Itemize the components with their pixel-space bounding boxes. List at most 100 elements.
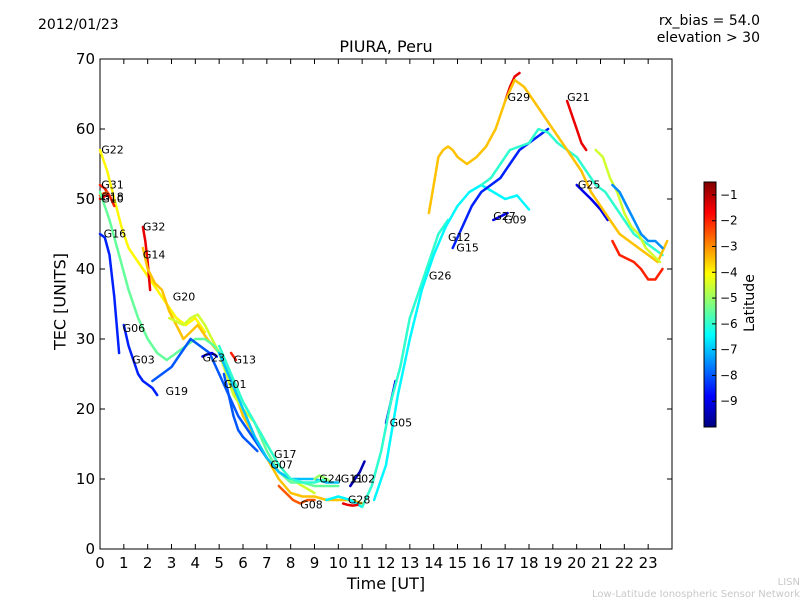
series-line-g27	[492, 211, 509, 222]
x-tick-label: 8	[286, 554, 296, 572]
prn-label-g02: G02	[353, 473, 376, 486]
colorbar-tick-label: −4	[720, 265, 738, 279]
date-label: 2012/01/23	[38, 17, 119, 33]
chart-title: PIURA, Peru	[339, 37, 433, 56]
x-tick-label: 9	[310, 554, 320, 572]
colorbar-tick-label: −8	[720, 368, 738, 382]
prn-label-g16: G16	[104, 228, 127, 241]
prn-label-g17: G17	[274, 448, 297, 461]
series-line-g02	[349, 460, 366, 488]
series-line-g07	[217, 344, 328, 484]
colorbar-tick-label: −1	[720, 188, 738, 202]
prn-label-g21: G21	[567, 91, 590, 104]
prn-label-g08: G08	[300, 498, 323, 511]
prn-label-g13: G13	[233, 354, 256, 367]
series-line-g34	[611, 183, 664, 250]
prn-label-g25: G25	[578, 179, 601, 192]
x-tick-label: 20	[567, 554, 586, 572]
elevation-label: elevation > 30	[656, 30, 760, 46]
x-tick-label: 7	[262, 554, 272, 572]
prn-label-g09: G09	[504, 214, 527, 227]
colorbar-tick-label: −9	[720, 394, 738, 408]
prn-label-g11: G11	[341, 473, 364, 486]
prn-label-g24: G24	[319, 473, 342, 486]
colorbar-tick-label: −2	[720, 214, 738, 228]
prn-label-g23: G23	[202, 351, 225, 364]
colorbar-tick-label: −7	[720, 343, 738, 357]
series-line-g30	[611, 239, 664, 281]
prn-label-g12: G12	[448, 231, 471, 244]
series-line-g24	[313, 474, 331, 482]
prn-label-g28: G28	[348, 494, 371, 507]
prn-label-g05: G05	[390, 417, 413, 430]
y-tick-label: 70	[76, 50, 95, 68]
series-line-g33	[594, 148, 662, 264]
x-tick-label: 10	[329, 554, 348, 572]
x-tick-label: 11	[353, 554, 372, 572]
series-line-g23	[201, 351, 219, 358]
x-tick-label: 1	[119, 554, 129, 572]
x-tick-label: 12	[376, 554, 395, 572]
prn-label-g15: G15	[456, 242, 479, 255]
series-line-g13	[229, 351, 238, 362]
parameters-block: rx_bias = 54.0 elevation > 30	[657, 13, 760, 47]
x-tick-label: 19	[543, 554, 562, 572]
x-tick-label: 5	[214, 554, 224, 572]
prn-label-g19: G19	[166, 385, 189, 398]
x-tick-label: 0	[95, 554, 105, 572]
series-line-g21	[565, 99, 588, 152]
series-line-g09	[480, 127, 664, 257]
x-tick-label: 4	[191, 554, 201, 572]
series-line-g16	[98, 232, 121, 355]
prn-label-g18: G18	[101, 190, 124, 203]
x-tick-label: 16	[472, 554, 491, 572]
series-line-g26	[360, 218, 450, 509]
prn-label-g20: G20	[173, 291, 196, 304]
prn-label-g31: G31	[101, 179, 124, 192]
prn-label-g07: G07	[270, 459, 293, 472]
series-line-g01	[222, 372, 259, 453]
x-tick-label: 13	[400, 554, 419, 572]
x-tick-label: 21	[591, 554, 610, 572]
plot-frame	[99, 58, 673, 550]
x-tick-label: 17	[496, 554, 515, 572]
x-tick-label: 14	[424, 554, 443, 572]
prn-label-g06: G06	[123, 322, 146, 335]
series-line-g15	[451, 127, 550, 250]
series-line-g08	[277, 484, 316, 505]
y-tick-label: 20	[76, 400, 95, 418]
x-tick-label: 3	[167, 554, 177, 572]
series-line-g11	[325, 495, 364, 509]
y-tick-label: 60	[76, 120, 95, 138]
y-tick-label: 50	[76, 190, 95, 208]
x-tick-label: 22	[615, 554, 634, 572]
colorbar-tick-label: −6	[720, 317, 738, 331]
y-tick-label: 40	[76, 260, 95, 278]
series-line-g25	[575, 183, 609, 222]
series-line-g28	[341, 502, 359, 507]
x-tick-label: 18	[519, 554, 538, 572]
y-tick-label: 10	[76, 470, 95, 488]
x-tick-label: 2	[143, 554, 153, 572]
prn-label-g29: G29	[508, 91, 531, 104]
prn-label-g01: G01	[224, 378, 247, 391]
prn-label-g14: G14	[143, 249, 166, 262]
y-tick-label: 30	[76, 330, 95, 348]
x-tick-label: 15	[448, 554, 467, 572]
prn-label-g10: G10	[101, 193, 124, 206]
colorbar	[703, 181, 717, 428]
x-tick-label: 6	[238, 554, 248, 572]
prn-label-g26: G26	[429, 270, 452, 283]
series-line-g03	[122, 323, 159, 397]
series-line-g04	[427, 78, 669, 264]
colorbar-tick-label: −3	[720, 239, 738, 253]
colorbar-tick-label: −5	[720, 291, 738, 305]
x-axis-label: Time [UT]	[346, 574, 426, 593]
prn-label-g32: G32	[143, 221, 166, 234]
credit-long: Low-Latitude Ionospheric Sensor Network	[592, 589, 800, 600]
y-tick-label: 0	[85, 540, 95, 558]
credit-short: LISN	[777, 577, 800, 588]
prn-label-g27: G27	[493, 210, 516, 223]
x-tick-label: 23	[639, 554, 658, 572]
